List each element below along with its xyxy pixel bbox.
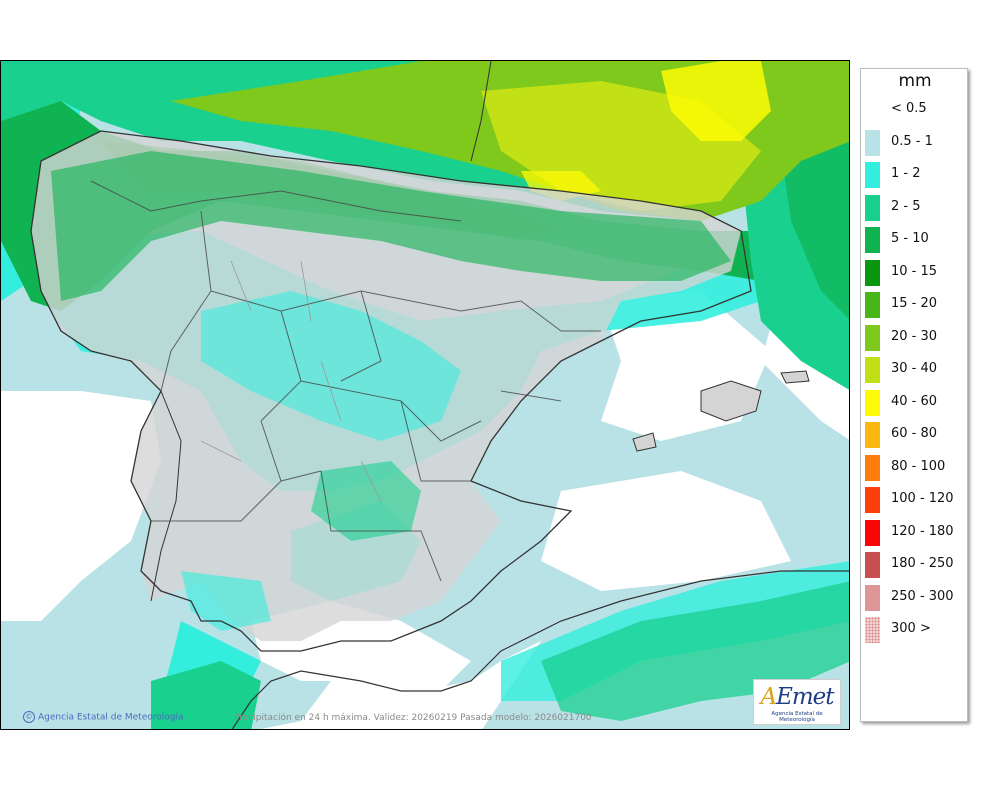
dry-zone-portugal-south	[1, 391, 161, 621]
legend-label: 300 >	[891, 621, 931, 636]
land-precip-north	[51, 151, 731, 301]
legend-item: 0.5 - 1	[861, 126, 969, 158]
land-precip-andalusia	[181, 571, 271, 631]
legend-item: 15 - 20	[861, 288, 969, 320]
legend-item: 250 - 300	[861, 581, 969, 613]
legend-item: 5 - 10	[861, 223, 969, 255]
legend-swatch	[865, 389, 880, 416]
legend-item: < 0.5	[861, 93, 969, 125]
island-mallorca	[700, 380, 762, 422]
legend-item: 180 - 250	[861, 548, 969, 580]
legend-swatch	[865, 324, 880, 351]
legend-swatch	[865, 519, 880, 546]
island-menorca	[780, 370, 810, 384]
legend-swatch	[865, 227, 880, 253]
legend-label: 250 - 300	[891, 588, 954, 604]
legend-label: < 0.5	[891, 101, 927, 116]
land-precip-center	[201, 291, 461, 441]
coastline	[30, 130, 752, 652]
legend-item: 30 - 40	[861, 353, 969, 385]
legend-label: 5 - 10	[891, 231, 929, 246]
province-borders	[200, 260, 382, 502]
precipitation-map: © Agencia Estatal de Meteorología Precipi…	[0, 60, 850, 730]
legend-unit: mm	[898, 71, 932, 91]
legend-label: 40 - 60	[891, 393, 938, 409]
dry-zone-east-sea	[541, 471, 791, 591]
legend-label: 0.5 - 1	[891, 133, 933, 149]
logo-brand: AEmet	[754, 683, 840, 711]
legend-swatch	[865, 162, 880, 188]
legend-swatch	[865, 422, 880, 448]
legend-swatch	[865, 552, 880, 578]
legend-item: 100 - 120	[861, 483, 969, 515]
legend-item: 1 - 2	[861, 158, 969, 190]
legend-item: 300 >	[861, 613, 969, 645]
logo-subtitle: Agencia Estatal de Meteorología	[771, 711, 823, 723]
map-canvas	[1, 61, 849, 729]
legend-swatch	[865, 357, 880, 383]
legend-panel: mm < 0.5 0.5 - 1 1 - 2 2 - 5 5 - 10 10 - 15 15…	[860, 68, 968, 722]
legend-swatch	[865, 584, 880, 611]
logo-brand-rest: Emet	[776, 684, 834, 710]
copyright-label: Agencia Estatal de Meteorología	[38, 712, 184, 723]
legend-item: 10 - 15	[861, 256, 969, 288]
africa-coastline	[231, 570, 849, 729]
land-precip-southeast	[311, 461, 421, 541]
legend-item: 120 - 180	[861, 516, 969, 548]
legend-label: 60 - 80	[891, 426, 938, 441]
legend-item: 80 - 100	[861, 451, 969, 483]
aemet-logo: AEmet Agencia Estatal de Meteorología	[753, 679, 841, 725]
copyright-icon: ©	[23, 711, 35, 723]
legend-item: 20 - 30	[861, 321, 969, 353]
legend-item: 60 - 80	[861, 418, 969, 450]
legend-swatch	[865, 129, 880, 156]
legend-label: 20 - 30	[891, 328, 938, 344]
portugal-border	[150, 390, 182, 602]
legend-swatch	[865, 292, 880, 318]
legend-item: 2 - 5	[861, 191, 969, 223]
legend-label: 120 - 180	[891, 523, 954, 539]
legend-swatch	[865, 487, 880, 513]
legend-item: 40 - 60	[861, 386, 969, 418]
legend-swatch	[865, 259, 880, 286]
region-borders	[90, 180, 601, 582]
legend-label: 80 - 100	[891, 458, 946, 474]
legend-label: 30 - 40	[891, 361, 938, 376]
precip-zone-40-60-france	[661, 61, 771, 141]
precip-zone-5-10-gulf-of-lion	[781, 121, 849, 319]
copyright-text: © Agencia Estatal de Meteorología	[23, 711, 184, 723]
legend-label: 2 - 5	[891, 198, 921, 214]
legend-label: 15 - 20	[891, 296, 938, 311]
map-caption: Precipitación en 24 h máxima. Validez: 2…	[234, 713, 592, 723]
legend-swatch	[865, 194, 880, 221]
logo-brand-a: A	[760, 684, 777, 710]
legend-swatch	[865, 617, 880, 643]
precip-zone-2-5-strait	[151, 661, 261, 729]
legend-swatch	[865, 454, 880, 481]
island-ibiza	[632, 432, 657, 452]
legend-label: 1 - 2	[891, 166, 921, 181]
legend-label: 10 - 15	[891, 263, 938, 279]
legend-label: 100 - 120	[891, 491, 954, 506]
legend-label: 180 - 250	[891, 556, 954, 571]
france-border	[470, 61, 492, 162]
